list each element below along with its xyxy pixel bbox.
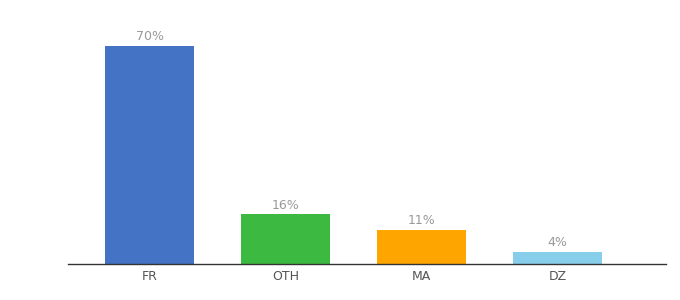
Text: 70%: 70% (135, 30, 164, 44)
Text: 11%: 11% (408, 214, 435, 227)
Text: 16%: 16% (272, 199, 299, 212)
Text: 4%: 4% (547, 236, 568, 249)
Bar (377, 230, 466, 264)
Bar (513, 251, 602, 264)
Bar (241, 214, 330, 264)
Bar (105, 46, 194, 264)
